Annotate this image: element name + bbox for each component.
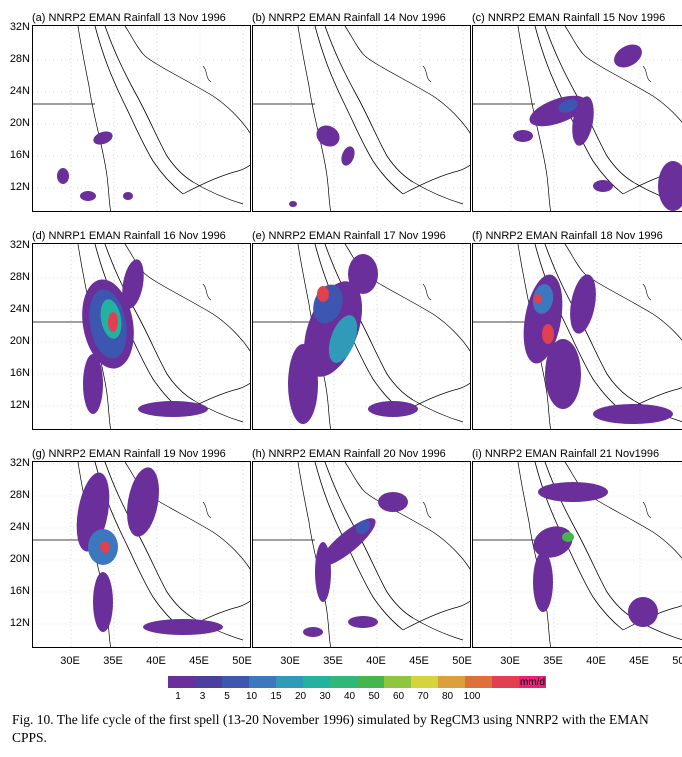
colorbar-label: 15 <box>270 691 282 702</box>
colorbar-label: 100 <box>463 691 481 702</box>
rainfall-map <box>253 244 470 429</box>
colorbar <box>168 676 546 688</box>
colorbar-unit: mm/d <box>520 677 545 688</box>
y-tick-label: 16N <box>9 585 30 597</box>
y-tick-label: 32N <box>9 239 30 251</box>
x-tick-label: 50E <box>672 655 682 667</box>
colorbar-label: 1 <box>175 691 181 702</box>
colorbar-swatch <box>222 676 249 688</box>
map-panel-e: (e) NNRP2 EMAN Rainfall 17 Nov 1996 <box>252 230 471 430</box>
colorbar-label: 30 <box>319 691 331 702</box>
x-tick-label: 45E <box>409 655 429 667</box>
colorbar-label: 5 <box>224 691 230 702</box>
x-tick-label: 30E <box>60 655 80 667</box>
x-tick-label: 45E <box>189 655 209 667</box>
colorbar-swatch <box>384 676 411 688</box>
map-panel-h: (h) NNRP2 EMAN Rainfall 20 Nov 1996 <box>252 448 471 648</box>
colorbar-label: 80 <box>441 691 454 702</box>
x-tick-label: 40E <box>586 655 606 667</box>
colorbar-swatch <box>438 676 465 688</box>
panel-title: (i) NNRP2 EMAN Rainfall 21 Nov1996 <box>472 448 660 460</box>
map-frame <box>472 461 682 648</box>
panel-title: (h) NNRP2 EMAN Rainfall 20 Nov 1996 <box>252 448 446 460</box>
figure-caption: Fig. 10. The life cycle of the first spe… <box>12 712 649 745</box>
colorbar-swatch <box>411 676 438 688</box>
y-tick-label: 12N <box>9 181 30 193</box>
colorbar-swatch <box>303 676 330 688</box>
y-tick-label: 32N <box>9 21 30 33</box>
panel-title: (b) NNRP2 EMAN Rainfall 14 Nov 1996 <box>252 12 446 24</box>
y-tick-label: 16N <box>9 149 30 161</box>
colorbar-label: 50 <box>368 691 380 702</box>
x-tick-label: 35E <box>103 655 123 667</box>
y-tick-label: 20N <box>9 335 30 347</box>
x-tick-label: 50E <box>452 655 472 667</box>
rainfall-map <box>473 462 682 647</box>
x-tick-label: 40E <box>366 655 386 667</box>
map-panel-a: (a) NNRP2 EMAN Rainfall 13 Nov 1996 <box>32 12 251 212</box>
map-panel-f: (f) NNRP2 EMAN Rainfall 18 Nov 1996 <box>472 230 682 430</box>
map-frame <box>252 25 471 212</box>
y-tick-label: 24N <box>9 521 30 533</box>
y-tick-label: 12N <box>9 399 30 411</box>
map-panel-d: (d) NNRP1 EMAN Rainfall 16 Nov 1996 <box>32 230 251 430</box>
y-tick-label: 12N <box>9 617 30 629</box>
colorbar-swatch <box>519 676 546 688</box>
colorbar-swatch <box>492 676 519 688</box>
y-tick-label: 28N <box>9 271 30 283</box>
panel-title: (f) NNRP2 EMAN Rainfall 18 Nov 1996 <box>472 230 663 242</box>
rainfall-map <box>33 26 250 211</box>
map-frame <box>472 25 682 212</box>
rainfall-map <box>473 244 682 429</box>
y-tick-label: 32N <box>9 457 30 469</box>
colorbar-label: 20 <box>294 691 307 702</box>
rainfall-map <box>253 26 470 211</box>
x-tick-label: 50E <box>232 655 252 667</box>
x-tick-label: 45E <box>629 655 649 667</box>
rainfall-map <box>473 26 682 211</box>
y-tick-label: 20N <box>9 117 30 129</box>
colorbar-label: 40 <box>343 691 356 702</box>
colorbar-label: 60 <box>392 691 405 702</box>
colorbar-swatch <box>330 676 357 688</box>
map-frame <box>252 243 471 430</box>
panel-title: (g) NNRP2 EMAN Rainfall 19 Nov 1996 <box>32 448 226 460</box>
colorbar-label: 3 <box>199 691 206 702</box>
panel-title: (d) NNRP1 EMAN Rainfall 16 Nov 1996 <box>32 230 226 242</box>
y-tick-label: 28N <box>9 53 30 65</box>
panel-title: (c) NNRP2 EMAN Rainfall 15 Nov 1996 <box>472 12 666 24</box>
map-panel-b: (b) NNRP2 EMAN Rainfall 14 Nov 1996 <box>252 12 471 212</box>
map-frame <box>32 461 251 648</box>
x-tick-label: 40E <box>146 655 166 667</box>
rainfall-map <box>33 462 250 647</box>
rainfall-map <box>253 462 470 647</box>
colorbar-swatch <box>357 676 384 688</box>
y-tick-label: 28N <box>9 489 30 501</box>
map-frame <box>32 25 251 212</box>
map-frame <box>252 461 471 648</box>
colorbar-swatch <box>465 676 492 688</box>
y-tick-label: 16N <box>9 367 30 379</box>
colorbar-swatch <box>249 676 276 688</box>
map-frame <box>32 243 251 430</box>
colorbar-label: 70 <box>417 691 429 702</box>
panel-title: (e) NNRP2 EMAN Rainfall 17 Nov 1996 <box>252 230 446 242</box>
x-tick-label: 30E <box>500 655 520 667</box>
x-tick-label: 35E <box>543 655 563 667</box>
colorbar-swatch <box>168 676 195 688</box>
rainfall-map <box>33 244 250 429</box>
map-panel-g: (g) NNRP2 EMAN Rainfall 19 Nov 1996 <box>32 448 251 648</box>
y-tick-label: 24N <box>9 85 30 97</box>
x-tick-label: 30E <box>280 655 300 667</box>
panel-title: (a) NNRP2 EMAN Rainfall 13 Nov 1996 <box>32 12 226 24</box>
map-panel-c: (c) NNRP2 EMAN Rainfall 15 Nov 1996 <box>472 12 682 212</box>
map-panel-i: (i) NNRP2 EMAN Rainfall 21 Nov1996 <box>472 448 682 648</box>
y-tick-label: 24N <box>9 303 30 315</box>
y-tick-label: 20N <box>9 553 30 565</box>
x-tick-label: 35E <box>323 655 343 667</box>
colorbar-swatch <box>276 676 303 688</box>
colorbar-swatch <box>195 676 222 688</box>
map-frame <box>472 243 682 430</box>
colorbar-label: 10 <box>245 691 258 702</box>
